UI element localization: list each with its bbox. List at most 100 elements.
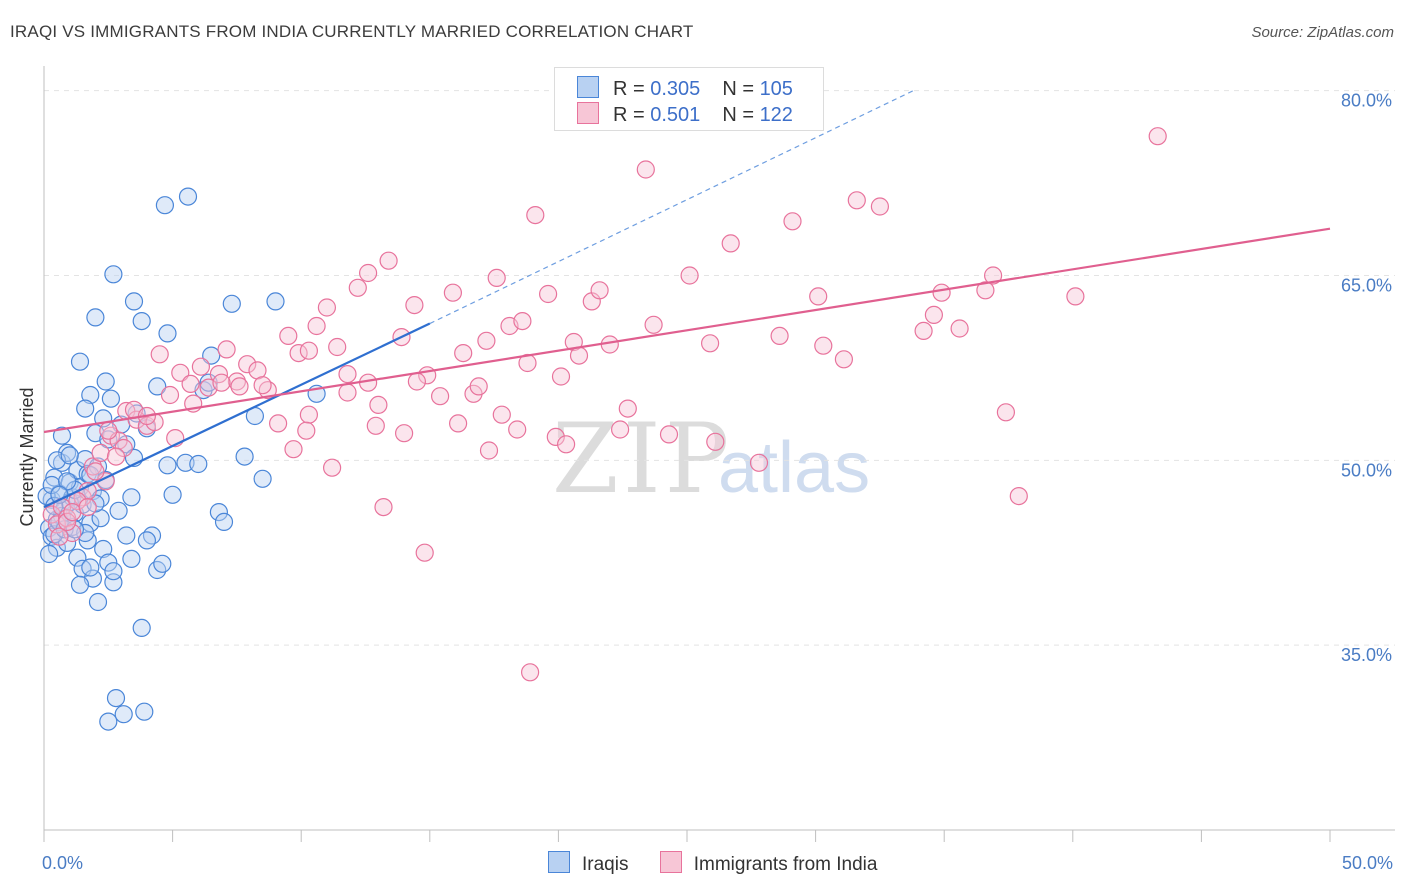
india-trend-line: [43, 227, 1331, 434]
iraqi-point: [148, 377, 167, 396]
bottom-legend-label: Iraqis: [582, 854, 629, 875]
india-point: [847, 191, 866, 210]
india-point: [932, 283, 951, 302]
iraqi-point: [78, 531, 97, 550]
iraqi-point: [214, 512, 234, 532]
trend-lines: [43, 90, 1331, 509]
iraqi-point: [81, 385, 100, 405]
india-point: [636, 160, 655, 179]
iraqi-point: [122, 488, 141, 507]
india-point: [407, 372, 426, 391]
india-point: [379, 251, 398, 270]
axis-labels: 35.0% 50.0% 65.0% 80.0% 0.0% 50.0% Currently M…: [17, 91, 1393, 873]
iraqi-point: [88, 592, 108, 612]
india-point: [783, 212, 802, 231]
axes: [43, 66, 1395, 842]
india-point: [749, 453, 769, 472]
iraqi-point: [70, 575, 90, 594]
legend-r-label: R =: [613, 78, 651, 100]
watermark-zip: ZIP: [552, 403, 733, 515]
iraqi-point: [39, 544, 59, 564]
india-point: [431, 387, 450, 406]
iraqi-point: [60, 446, 79, 465]
india-point: [50, 527, 69, 546]
iraqi-point: [104, 265, 123, 284]
iraqi-point: [99, 712, 118, 731]
india-point: [551, 367, 571, 386]
iraqi-point: [158, 456, 177, 475]
india-point: [68, 491, 87, 511]
india-point: [564, 332, 583, 352]
india-point: [369, 395, 388, 414]
india-point: [659, 425, 679, 444]
iraqi-point: [68, 548, 87, 567]
india-point: [348, 278, 367, 297]
source-label: Source: ZipAtlas.com: [1251, 24, 1394, 41]
legend-swatch-pink: [577, 102, 599, 124]
iraqi-point: [137, 531, 156, 550]
x-tick-label: 0.0%: [42, 853, 83, 873]
y-axis-label: Currently Married: [17, 387, 37, 526]
india-point: [610, 420, 630, 439]
india-point: [317, 298, 336, 317]
india-point: [721, 234, 740, 253]
india-point: [212, 373, 231, 392]
india-point: [556, 435, 576, 454]
iraqi-point: [202, 346, 221, 365]
india-point: [374, 498, 393, 517]
bottom-legend-label: Immigrants from India: [693, 854, 878, 875]
y-tick-label: 50.0%: [1341, 460, 1392, 480]
india-point: [63, 502, 82, 522]
iraqi-point: [86, 308, 105, 327]
india-point: [297, 421, 316, 440]
india-point: [284, 440, 303, 459]
india-point: [106, 447, 126, 466]
y-tick-label: 80.0%: [1341, 91, 1392, 111]
legend-n-label: N =: [722, 78, 760, 100]
india-point: [160, 385, 180, 405]
india-point: [279, 326, 298, 345]
india-point: [590, 281, 609, 300]
india-point: [644, 315, 663, 334]
iraqi-point: [70, 352, 90, 371]
india-point: [323, 458, 342, 477]
iraqi-point: [132, 618, 151, 638]
bottom-legend-swatch-blue: [548, 851, 570, 873]
india-point: [520, 663, 540, 682]
bottom-legend-iraqis: Iraqis: [548, 851, 628, 876]
iraqi-point: [163, 485, 182, 504]
legend-row-india: R = 0.501 N = 122: [577, 102, 793, 128]
watermark-atlas: atlas: [718, 428, 870, 508]
legend-row-iraqis: R = 0.305 N = 105: [577, 76, 793, 102]
iraqi-point: [99, 553, 118, 572]
india-point: [366, 416, 385, 435]
india-point: [508, 420, 527, 439]
y-tick-label: 65.0%: [1341, 275, 1392, 295]
india-point: [150, 345, 169, 364]
bottom-legend: Iraqis Immigrants from India: [548, 851, 903, 876]
iraqi-point: [96, 372, 115, 391]
iraqi-point: [135, 702, 154, 721]
iraqi-point: [235, 447, 254, 466]
iraqi-point: [122, 549, 141, 569]
india-point: [546, 427, 565, 446]
india-point: [569, 346, 589, 365]
india-point: [443, 283, 462, 302]
iraqi-point: [57, 472, 77, 491]
iraqi-point: [222, 294, 241, 313]
iraqi-point: [158, 324, 177, 343]
legend-r-label: R =: [613, 104, 651, 126]
india-point: [870, 197, 890, 216]
iraqi-point: [101, 389, 121, 408]
india-point: [99, 421, 118, 440]
india-points: [42, 127, 1167, 682]
iraqi-point: [117, 526, 136, 545]
india-point: [449, 414, 468, 433]
iraqi-point: [155, 196, 174, 215]
india-point: [454, 344, 473, 363]
iraqi-point: [106, 688, 126, 708]
india-point: [359, 263, 378, 283]
iraqi-point: [189, 454, 208, 474]
legend-n-label: N =: [722, 104, 760, 126]
india-point: [983, 266, 1003, 285]
